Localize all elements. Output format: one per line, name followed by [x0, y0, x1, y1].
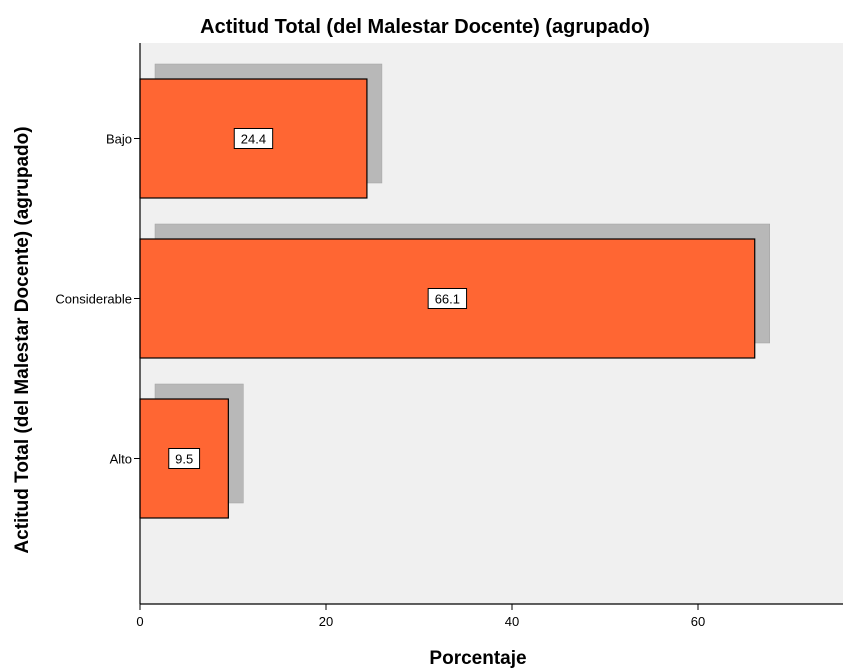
data-labels: 24.4 66.1 9.5: [168, 128, 468, 469]
chart-title: Actitud Total (del Malestar Docente) (ag…: [200, 16, 650, 38]
x-axis-title: Porcentaje: [429, 648, 526, 668]
x-axis-ticks: 0 20 40 60: [136, 604, 705, 629]
x-tick-label: 0: [136, 614, 143, 629]
y-axis-ticks: Bajo Considerable Alto: [55, 132, 140, 467]
data-label-alto: 9.5: [168, 448, 201, 469]
y-axis-title: Actitud Total (del Malestar Docente) (ag…: [12, 126, 33, 553]
data-label-considerable: 66.1: [427, 288, 468, 309]
x-tick-label: 40: [505, 614, 519, 629]
y-tick-label-alto: Alto: [110, 452, 132, 467]
data-label-text: 9.5: [175, 452, 193, 467]
y-tick-label-considerable: Considerable: [55, 292, 132, 307]
data-label-box: [427, 288, 468, 309]
data-label-text: 24.4: [241, 132, 266, 147]
data-label-text: 66.1: [435, 292, 460, 307]
x-tick-label: 60: [691, 614, 705, 629]
y-tick-label-bajo: Bajo: [106, 132, 132, 147]
data-label-box: [168, 448, 201, 469]
data-label-bajo: 24.4: [233, 128, 274, 149]
data-label-box: [233, 128, 274, 149]
x-tick-label: 20: [319, 614, 333, 629]
